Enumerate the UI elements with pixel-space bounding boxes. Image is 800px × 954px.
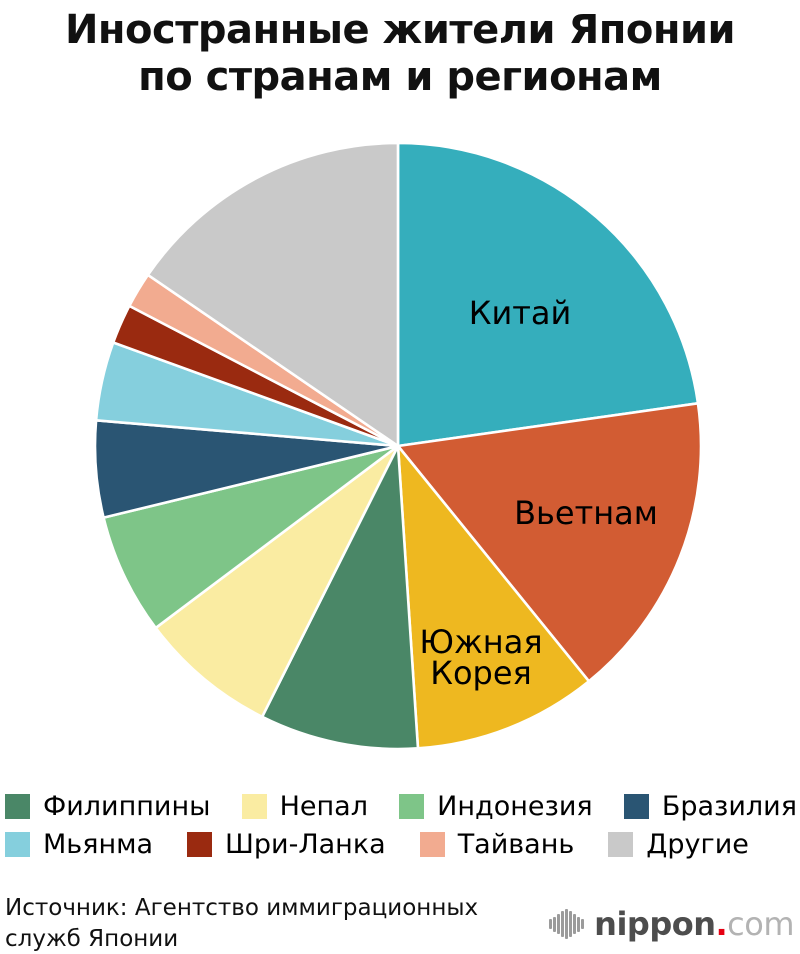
legend-label-taiwan: Тайвань (457, 828, 575, 860)
page-title-line2: по странам и регионам (138, 53, 662, 100)
page-title-line1: Иностранные жители Японии (64, 7, 736, 53)
legend-label-indonesia: Индонезия (437, 790, 593, 822)
legend-item-sri-lanka: Шри-Ланка (187, 829, 386, 860)
legend-swatch-taiwan (419, 831, 445, 857)
pie-slice-1 (396, 402, 703, 683)
legend-swatch-philippines (5, 793, 30, 819)
legend-item-others: Другие (608, 829, 749, 860)
nippon-logo-dot: . (715, 905, 728, 943)
pie-slice-label-south-korea-line1: Южная (419, 623, 543, 661)
legend-swatch-myanmar (5, 831, 30, 857)
pie-slice-label-south-korea: Южная Корея (419, 623, 543, 692)
pie-slice-label-china: Китай (468, 294, 572, 332)
pie-slice-label-vietnam: Вьетнам (514, 494, 658, 532)
nippon-logo-tld: com (727, 905, 794, 943)
legend-swatch-nepal (241, 793, 267, 819)
pie-slice-0 (396, 141, 700, 448)
source-note-line2: служб Японии (5, 925, 179, 952)
legend-swatch-indonesia (399, 793, 425, 819)
nippon-logo-mark-icon (549, 909, 585, 939)
pie-slice-5 (102, 444, 400, 630)
legend-row-1: Филиппины Непал Индонезия Бразилия (5, 790, 797, 822)
legend-swatch-sri-lanka (187, 831, 213, 857)
legend-label-myanmar: Мьянма (43, 828, 154, 860)
legend-item-philippines: Филиппины (5, 791, 210, 822)
legend-label-sri-lanka: Шри-Ланка (225, 828, 386, 860)
legend-item-indonesia: Индонезия (399, 790, 593, 822)
pie-slice-10 (146, 141, 400, 448)
legend: Филиппины Непал Индонезия Бразилия Мьянм… (5, 790, 797, 860)
legend-item-brazil: Бразилия (623, 790, 797, 822)
page-title: Иностранные жители Японии по странам и р… (0, 7, 800, 101)
source-note-line1: Источник: Агентство иммиграционных (5, 895, 479, 921)
legend-label-nepal: Непал (279, 790, 368, 822)
legend-item-taiwan: Тайвань (419, 828, 575, 860)
legend-swatch-others (608, 831, 634, 857)
nippon-logo: nippon.com (549, 905, 794, 943)
legend-label-others: Другие (646, 828, 749, 860)
source-note: Источник: Агентство иммиграционных служб… (5, 893, 478, 954)
pie-slice-4 (154, 444, 400, 719)
pie-slice-2 (396, 444, 591, 750)
legend-row-2: Мьянма Шри-Ланка Тайвань Другие (5, 828, 797, 860)
pie-slice-label-south-korea-line2: Корея (430, 654, 532, 692)
nippon-logo-brand: nippon (594, 905, 716, 943)
pie-slice-3 (260, 444, 420, 751)
legend-label-brazil: Бразилия (661, 790, 797, 822)
legend-item-myanmar: Мьянма (5, 829, 153, 860)
legend-label-philippines: Филиппины (43, 790, 211, 822)
legend-item-nepal: Непал (241, 790, 368, 822)
legend-swatch-brazil (623, 793, 649, 819)
